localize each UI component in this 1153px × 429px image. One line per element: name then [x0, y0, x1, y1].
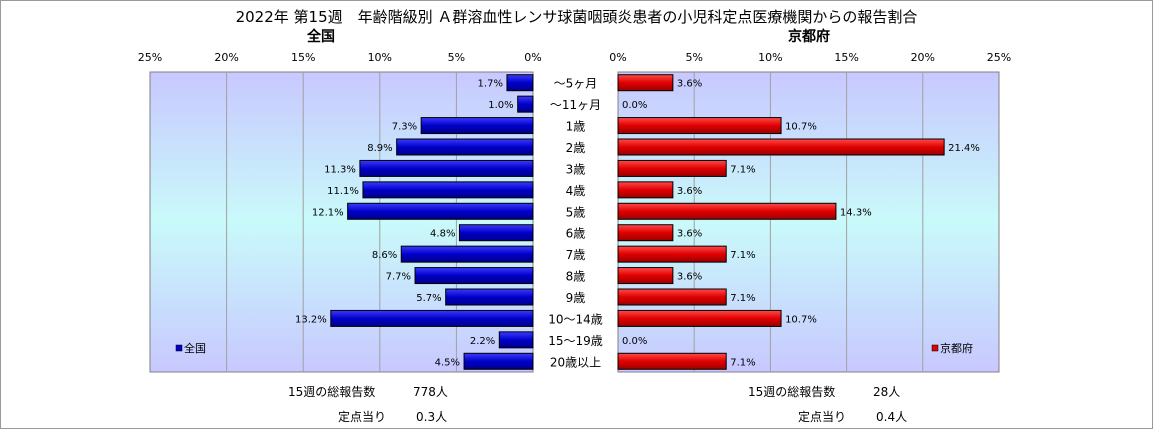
national-bar: [517, 95, 534, 113]
national-tick-label: 25%: [138, 51, 162, 64]
category-label: 9歳: [566, 291, 586, 305]
national-value-label: 4.8%: [430, 229, 455, 240]
kyoto-value-label: 3.6%: [677, 229, 702, 240]
kyoto-tick-label: 10%: [758, 51, 782, 64]
national-per-label: 定点当り: [338, 410, 387, 424]
kyoto-bar: [617, 138, 945, 156]
kyoto-value-label: 7.1%: [730, 293, 755, 304]
national-bar: [506, 74, 534, 92]
kyoto-value-label: 7.1%: [730, 250, 755, 261]
national-bar: [463, 352, 534, 370]
kyoto-value-label: 10.7%: [785, 314, 817, 325]
national-bar: [420, 117, 534, 135]
national-value-label: 8.6%: [372, 250, 397, 261]
national-bar: [347, 202, 534, 220]
national-tick-label: 20%: [214, 51, 238, 64]
kyoto-bar: [617, 288, 727, 306]
national-plot-area: [149, 71, 534, 373]
national-bar: [400, 245, 534, 263]
kyoto-bar: [617, 117, 782, 135]
kyoto-per-label: 定点当り: [798, 410, 847, 424]
kyoto-plot-area: [617, 71, 1000, 373]
national-value-label: 7.3%: [392, 122, 417, 133]
category-label: 6歳: [566, 227, 586, 241]
kyoto-tick-label: 5%: [685, 51, 702, 64]
kyoto-legend-swatch: [931, 344, 939, 352]
kyoto-value-label: 10.7%: [785, 122, 817, 133]
kyoto-value-label: 14.3%: [840, 207, 872, 218]
national-value-label: 8.9%: [367, 143, 392, 154]
national-per-value: 0.3人: [416, 410, 448, 424]
category-label: 1歳: [566, 120, 586, 134]
national-value-label: 11.3%: [324, 164, 356, 175]
national-legend-label: 全国: [184, 341, 206, 355]
kyoto-value-label: 0.0%: [622, 100, 647, 111]
national-value-label: 7.7%: [386, 272, 411, 283]
national-value-label: 13.2%: [295, 314, 327, 325]
national-legend-swatch: [175, 344, 183, 352]
national-value-label: 12.1%: [312, 207, 344, 218]
kyoto-bar: [617, 309, 782, 327]
category-label: 8歳: [566, 270, 586, 284]
national-value-label: 1.7%: [478, 79, 503, 90]
kyoto-tick-label: 15%: [834, 51, 858, 64]
category-label: 2歳: [566, 141, 586, 155]
category-label: 4歳: [566, 184, 586, 198]
national-value-label: 5.7%: [416, 293, 441, 304]
national-bar: [359, 159, 534, 177]
category-label: ～11ヶ月: [550, 98, 601, 112]
national-bar: [445, 288, 534, 306]
kyoto-per-value: 0.4人: [876, 410, 908, 424]
kyoto-bar: [617, 159, 727, 177]
national-bar: [330, 309, 534, 327]
kyoto-tick-label: 0%: [609, 51, 626, 64]
kyoto-panel-title: 京都府: [788, 29, 830, 45]
kyoto-tick-label: 25%: [987, 51, 1011, 64]
national-value-label: 11.1%: [327, 186, 359, 197]
national-value-label: 1.0%: [488, 100, 513, 111]
kyoto-value-label: 7.1%: [730, 357, 755, 368]
national-bar: [396, 138, 534, 156]
national-tick-label: 15%: [291, 51, 315, 64]
kyoto-value-label: 0.0%: [622, 336, 647, 347]
category-label: 15～19歳: [548, 334, 603, 348]
national-total-value: 778人: [413, 385, 448, 399]
national-panel-title: 全国: [307, 29, 335, 45]
national-tick-label: 10%: [368, 51, 392, 64]
kyoto-bar: [617, 74, 674, 92]
kyoto-bar: [617, 245, 727, 263]
kyoto-total-value: 28人: [873, 385, 901, 399]
national-value-label: 2.2%: [470, 336, 495, 347]
category-label: 7歳: [566, 248, 586, 262]
national-bar: [362, 181, 534, 199]
kyoto-bar: [617, 202, 837, 220]
kyoto-value-label: 3.6%: [677, 272, 702, 283]
kyoto-legend-label: 京都府: [940, 341, 973, 355]
category-label: 20歳以上: [550, 355, 601, 369]
national-bar: [498, 331, 534, 349]
national-total-label: 15週の総報告数: [288, 385, 376, 399]
chart-title: 2022年 第15週 年齢階級別 Ａ群溶血性レンサ球菌咽頭炎患者の小児科定点医療…: [235, 8, 918, 26]
category-label: 3歳: [566, 162, 586, 176]
kyoto-tick-label: 20%: [911, 51, 935, 64]
kyoto-bar: [617, 267, 674, 285]
national-bar: [414, 267, 534, 285]
category-label: 5歳: [566, 205, 586, 219]
kyoto-bar: [617, 224, 674, 242]
kyoto-bar: [617, 181, 674, 199]
national-tick-label: 5%: [448, 51, 465, 64]
kyoto-value-label: 7.1%: [730, 164, 755, 175]
national-value-label: 4.5%: [435, 357, 460, 368]
category-label: 10～14歳: [548, 312, 603, 326]
kyoto-value-label: 21.4%: [948, 143, 980, 154]
national-bar: [458, 224, 534, 242]
kyoto-total-label: 15週の総報告数: [748, 385, 836, 399]
national-tick-label: 0%: [524, 51, 541, 64]
kyoto-bar: [617, 352, 727, 370]
kyoto-value-label: 3.6%: [677, 79, 702, 90]
kyoto-value-label: 3.6%: [677, 186, 702, 197]
category-label: ～5ヶ月: [554, 77, 598, 91]
